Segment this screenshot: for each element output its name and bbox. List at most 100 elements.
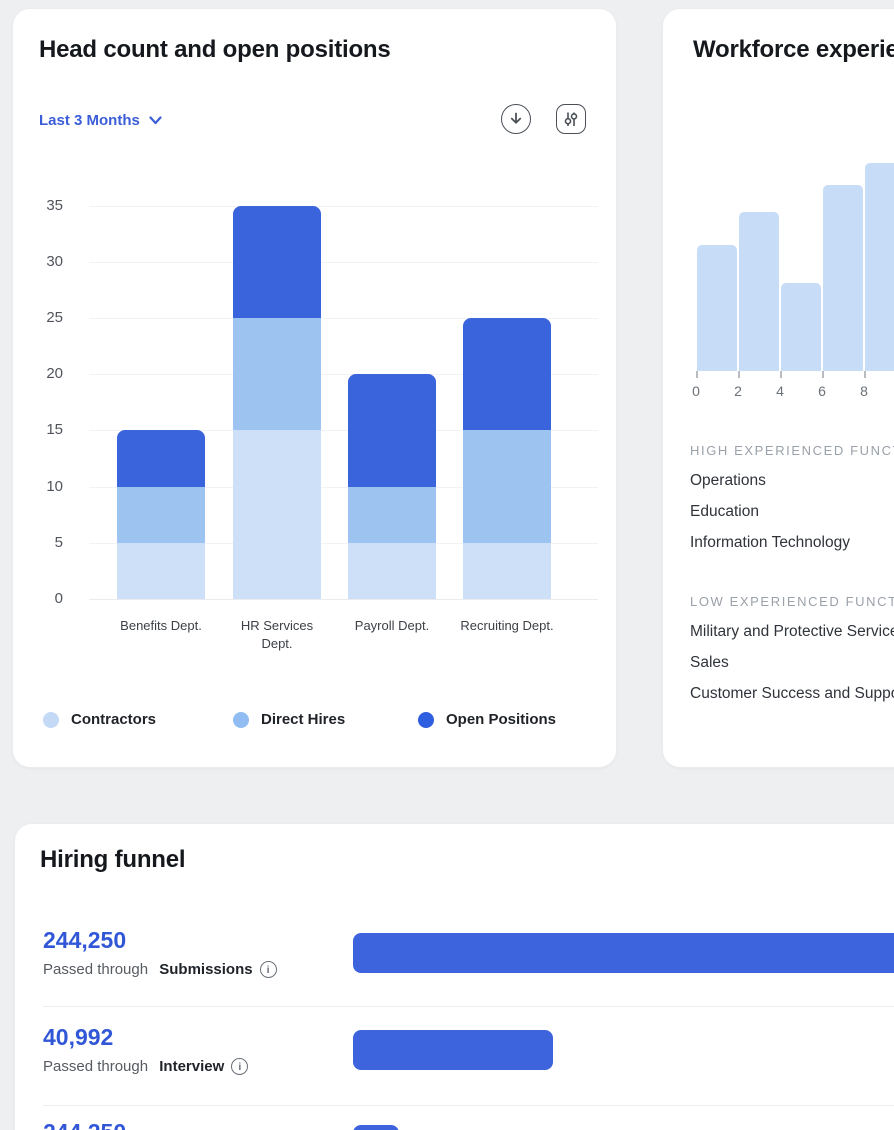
- legend-dot: [43, 711, 59, 728]
- gridline: [89, 205, 598, 207]
- low-experienced-label: LOW EXPERIENCED FUNCTIONS: [690, 594, 894, 609]
- low-experienced-list: Military and Protective Service Sales Cust…: [690, 622, 894, 703]
- funnel-row: 244,250: [43, 1119, 894, 1130]
- gridline: [89, 374, 598, 376]
- headcount-chart: 0 5 10 15 20 25 30 35 Benefits Dept. HR Services …: [13, 9, 616, 767]
- x-axis-tick-label: 0: [692, 383, 700, 399]
- legend-label: Open Positions: [446, 711, 557, 728]
- funnel-value: 244,250: [43, 1119, 126, 1130]
- y-axis-tick-label: 30: [46, 252, 63, 270]
- funnel-row: 40,992 Passed through Interview i: [43, 1024, 894, 1114]
- legend-label: Direct Hires: [261, 711, 346, 728]
- y-axis-tick-label: 0: [54, 590, 63, 607]
- funnel-bar: [353, 1030, 553, 1070]
- funnel-value: 244,250: [43, 927, 127, 953]
- y-axis-tick-label: 15: [46, 421, 63, 439]
- legend-dot: [233, 711, 249, 728]
- gridline: [89, 599, 598, 600]
- x-axis-category-label: Payroll Dept.: [354, 618, 430, 633]
- funnel-bar: [353, 1125, 399, 1130]
- legend-dot: [418, 711, 434, 728]
- workforce-card-title: Workforce experience: [693, 36, 894, 63]
- funnel-caption: Passed through Submissions i: [43, 961, 277, 978]
- stacked-bar-segment: [117, 486, 205, 543]
- x-axis-tick-label: 4: [776, 383, 784, 399]
- gridline: [89, 430, 598, 432]
- legend-item[interactable]: Direct Hires: [233, 711, 345, 728]
- x-axis-tick-label: 2: [734, 383, 742, 399]
- legend-item[interactable]: Contractors: [43, 711, 156, 728]
- histogram-bar: [823, 184, 863, 371]
- function-list-item: Operations: [690, 472, 766, 489]
- function-list-item: Military and Protective Service: [690, 623, 894, 640]
- time-range-label: Last 3 Months: [39, 112, 140, 129]
- funnel-row: 244,250 Passed through Submissions i: [43, 927, 894, 1017]
- x-axis-category-label: Benefits Dept.: [120, 618, 202, 633]
- legend-item[interactable]: Open Positions: [418, 711, 556, 728]
- histogram-bar: [739, 212, 779, 371]
- funnel-caption: Passed through Interview i: [43, 1058, 249, 1075]
- funnel-caption-prefix: Passed through: [43, 1058, 153, 1075]
- headcount-card: Head count and open positions Last 3 Mon…: [12, 8, 617, 768]
- sliders-icon: [563, 111, 579, 127]
- stacked-bar-segment: [463, 430, 551, 543]
- workforce-card: Workforce experience 0246810 HIGH EXPERI…: [662, 8, 894, 768]
- chart-settings-button[interactable]: [556, 104, 586, 134]
- stacked-bar-segment: [117, 430, 205, 487]
- download-button[interactable]: [501, 104, 531, 134]
- chevron-down-icon: [149, 116, 162, 125]
- row-divider: [43, 1006, 894, 1007]
- info-icon[interactable]: i: [259, 961, 277, 978]
- stacked-bar-segment: [233, 205, 321, 319]
- stacked-bar-segment: [348, 374, 436, 487]
- experience-histogram: 0246810: [663, 9, 894, 767]
- experience-function-lists: HIGH EXPERIENCED FUNCTIONS Operations Edu…: [690, 443, 894, 715]
- function-list-item: Information Technology: [690, 534, 850, 551]
- x-axis-tick: [738, 371, 740, 378]
- gridline: [89, 318, 598, 320]
- hiring-funnel-card: Hiring funnel 244,250 Passed through Subm…: [14, 823, 894, 1130]
- gridline: [89, 542, 598, 544]
- x-axis-tick: [696, 371, 698, 378]
- y-axis-tick-label: 20: [46, 365, 63, 383]
- high-experienced-label: HIGH EXPERIENCED FUNCTIONS: [690, 443, 894, 458]
- funnel-stage-name: Submissions: [159, 961, 253, 978]
- x-axis-tick: [864, 371, 866, 378]
- y-axis-tick-label: 25: [46, 309, 63, 327]
- histogram-bar: [697, 245, 737, 371]
- x-axis-tick: [822, 371, 824, 378]
- stacked-bar-segment: [348, 542, 436, 599]
- funnel-bar: [353, 933, 894, 973]
- y-axis-tick-label: 10: [46, 477, 63, 495]
- x-axis-category-label: Recruiting Dept.: [460, 618, 554, 633]
- funnel-caption-prefix: Passed through: [43, 961, 153, 978]
- download-icon: [508, 111, 524, 127]
- function-list-item: Sales: [690, 654, 729, 671]
- x-axis-category-label: HR Services Dept.: [240, 618, 314, 651]
- stacked-bar-segment: [348, 486, 436, 543]
- hiring-funnel-title: Hiring funnel: [40, 846, 186, 873]
- histogram-bar: [781, 283, 821, 371]
- stacked-bar-segment: [463, 542, 551, 599]
- stacked-bar-segment: [233, 318, 321, 431]
- row-divider: [43, 1105, 894, 1106]
- histogram-bar: [865, 163, 894, 371]
- gridline: [89, 486, 598, 488]
- x-axis-tick-label: 6: [818, 383, 826, 399]
- time-range-dropdown[interactable]: Last 3 Months: [39, 112, 162, 129]
- stacked-bar-segment: [117, 542, 205, 599]
- y-axis-tick-label: 5: [54, 533, 63, 551]
- gridline: [89, 261, 598, 263]
- headcount-card-title: Head count and open positions: [39, 36, 391, 63]
- function-list-item: Customer Success and Support: [690, 685, 894, 702]
- info-icon[interactable]: i: [231, 1058, 249, 1075]
- stacked-bar-segment: [233, 430, 321, 599]
- funnel-value: 40,992: [43, 1024, 114, 1050]
- function-list-item: Education: [690, 503, 759, 520]
- x-axis-tick-label: 8: [860, 383, 868, 399]
- funnel-stage-name: Interview: [159, 1058, 225, 1075]
- y-axis-tick-label: 35: [46, 196, 63, 214]
- hiring-funnel-rows: 244,250 Passed through Submissions i 40,992…: [43, 927, 894, 1130]
- x-axis-tick: [780, 371, 782, 378]
